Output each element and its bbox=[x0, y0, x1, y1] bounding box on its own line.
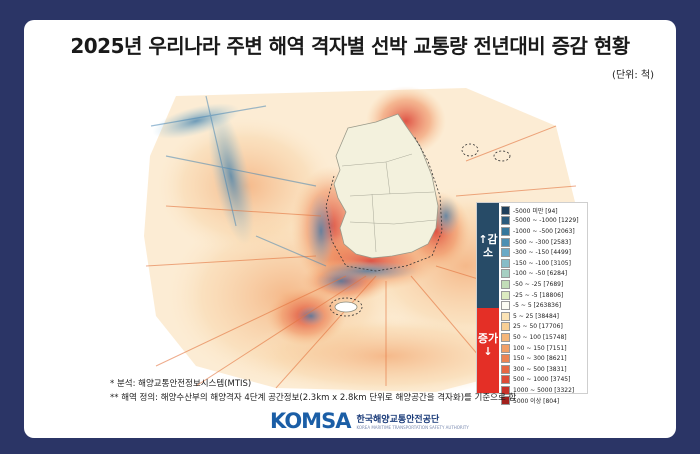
legend-item-label: -300 ~ -150 [4499] bbox=[513, 249, 571, 257]
legend-item-label: -100 ~ -50 [6284] bbox=[513, 270, 568, 278]
legend-swatch bbox=[501, 354, 510, 364]
unit-label: (단위: 척) bbox=[612, 70, 654, 81]
legend-swatch bbox=[501, 226, 510, 236]
logo-name-kr: 한국해양교통안전공단 bbox=[356, 415, 440, 425]
notes: * 분석: 해양교통안전정보시스템(MTIS) ** 해역 정의: 해양수산부의… bbox=[110, 377, 516, 405]
legend-item: 1000 ~ 5000 [3322] bbox=[501, 385, 587, 396]
legend-item-label: -150 ~ -100 [3105] bbox=[513, 259, 571, 267]
legend-swatch bbox=[501, 375, 510, 385]
legend-swatch bbox=[501, 258, 510, 268]
note-source: * 분석: 해양교통안전정보시스템(MTIS) bbox=[110, 379, 252, 389]
legend-item-label: 150 ~ 300 [8621] bbox=[513, 355, 567, 363]
legend-item: -5000 미만 [94] bbox=[501, 205, 587, 216]
territorial-boundary bbox=[325, 135, 511, 317]
legend-item: 150 ~ 300 [8621] bbox=[501, 353, 587, 364]
legend-swatch bbox=[501, 364, 510, 374]
legend-item-label: 500 ~ 1000 [3745] bbox=[513, 376, 571, 384]
legend-swatch bbox=[501, 269, 510, 279]
legend-item-label: 100 ~ 150 [7151] bbox=[513, 344, 567, 352]
legend-swatch bbox=[501, 385, 510, 395]
legend-items: -5000 미만 [94] -5000 ~ -1000 [1229] -1000 ~… bbox=[501, 205, 587, 406]
legend-item-label: 50 ~ 100 [15748] bbox=[513, 333, 567, 341]
legend-swatch bbox=[501, 237, 510, 247]
page-title: 2025년 우리나라 주변 해역 격자별 선박 교통량 전년대비 증감 현황 bbox=[70, 34, 630, 58]
legend-item: -50 ~ -25 [7689] bbox=[501, 279, 587, 290]
legend-item-label: 1000 ~ 5000 [3322] bbox=[513, 386, 575, 394]
legend-swatch bbox=[501, 279, 510, 289]
legend-increase-label: 증가↓ bbox=[477, 332, 499, 358]
komsa-logo: KOMSA 한국해양교통안전공단 KOREA MARITIME TRANSPOR… bbox=[270, 409, 469, 433]
legend-item: 5000 이상 [804] bbox=[501, 396, 587, 407]
legend-decrease-label: ↑감소 bbox=[478, 233, 498, 259]
legend-swatch bbox=[501, 301, 510, 311]
legend-swatch bbox=[501, 322, 510, 332]
legend-item-label: -500 ~ -300 [2583] bbox=[513, 238, 571, 246]
legend-item-label: -25 ~ -5 [18806] bbox=[513, 291, 564, 299]
legend-increase-bar: 증가↓ bbox=[477, 308, 499, 393]
legend-item: 100 ~ 150 [7151] bbox=[501, 343, 587, 354]
legend-swatch bbox=[501, 343, 510, 353]
legend-item: -25 ~ -5 [18806] bbox=[501, 290, 587, 301]
legend-item-label: 5 ~ 25 [38484] bbox=[513, 312, 559, 320]
legend-item: -1000 ~ -500 [2063] bbox=[501, 226, 587, 237]
legend-item: -5 ~ 5 [263836] bbox=[501, 300, 587, 311]
logo-name-en: KOREA MARITIME TRANSPORTATION SAFETY AUT… bbox=[356, 425, 469, 430]
legend-item: 5 ~ 25 [38484] bbox=[501, 311, 587, 322]
korea-peninsula bbox=[333, 113, 439, 259]
legend-swatch bbox=[501, 205, 510, 215]
legend-item-label: -50 ~ -25 [7689] bbox=[513, 280, 564, 288]
legend-item: -150 ~ -100 [3105] bbox=[501, 258, 587, 269]
legend-item: -100 ~ -50 [6284] bbox=[501, 269, 587, 280]
legend-swatch bbox=[501, 290, 510, 300]
map-legend: ↑감소 증가↓ -5000 미만 [94] -5000 ~ -1000 [1229… bbox=[476, 202, 588, 406]
legend-swatch bbox=[501, 396, 510, 406]
legend-swatch bbox=[501, 332, 510, 342]
infographic-card: 2025년 우리나라 주변 해역 격자별 선박 교통량 전년대비 증감 현황 (… bbox=[24, 20, 676, 438]
province-borders bbox=[341, 153, 437, 253]
legend-item-label: 25 ~ 50 [17706] bbox=[513, 323, 563, 331]
legend-item-label: -5000 ~ -1000 [1229] bbox=[513, 217, 579, 225]
logo-mark: KOMSA bbox=[270, 409, 351, 433]
legend-item-label: -1000 ~ -500 [2063] bbox=[513, 227, 575, 235]
legend-item-label: 300 ~ 500 [3831] bbox=[513, 365, 567, 373]
legend-item-label: 5000 이상 [804] bbox=[513, 398, 560, 406]
legend-item: 50 ~ 100 [15748] bbox=[501, 332, 587, 343]
legend-item: 25 ~ 50 [17706] bbox=[501, 322, 587, 333]
legend-decrease-bar: ↑감소 bbox=[477, 203, 499, 308]
legend-item: -500 ~ -300 [2583] bbox=[501, 237, 587, 248]
legend-item: 300 ~ 500 [3831] bbox=[501, 364, 587, 375]
traffic-map bbox=[144, 86, 576, 394]
legend-item: -5000 ~ -1000 [1229] bbox=[501, 216, 587, 227]
legend-swatch bbox=[501, 216, 510, 226]
legend-swatch bbox=[501, 248, 510, 258]
legend-item-label: -5000 미만 [94] bbox=[513, 207, 558, 215]
legend-swatch bbox=[501, 311, 510, 321]
jeju-island bbox=[334, 301, 358, 313]
legend-item-label: -5 ~ 5 [263836] bbox=[513, 302, 562, 310]
note-definition: ** 해역 정의: 해양수산부의 해양격자 4단계 공간정보(2.3km x 2… bbox=[110, 393, 517, 403]
legend-item: 500 ~ 1000 [3745] bbox=[501, 375, 587, 386]
legend-item: -300 ~ -150 [4499] bbox=[501, 247, 587, 258]
